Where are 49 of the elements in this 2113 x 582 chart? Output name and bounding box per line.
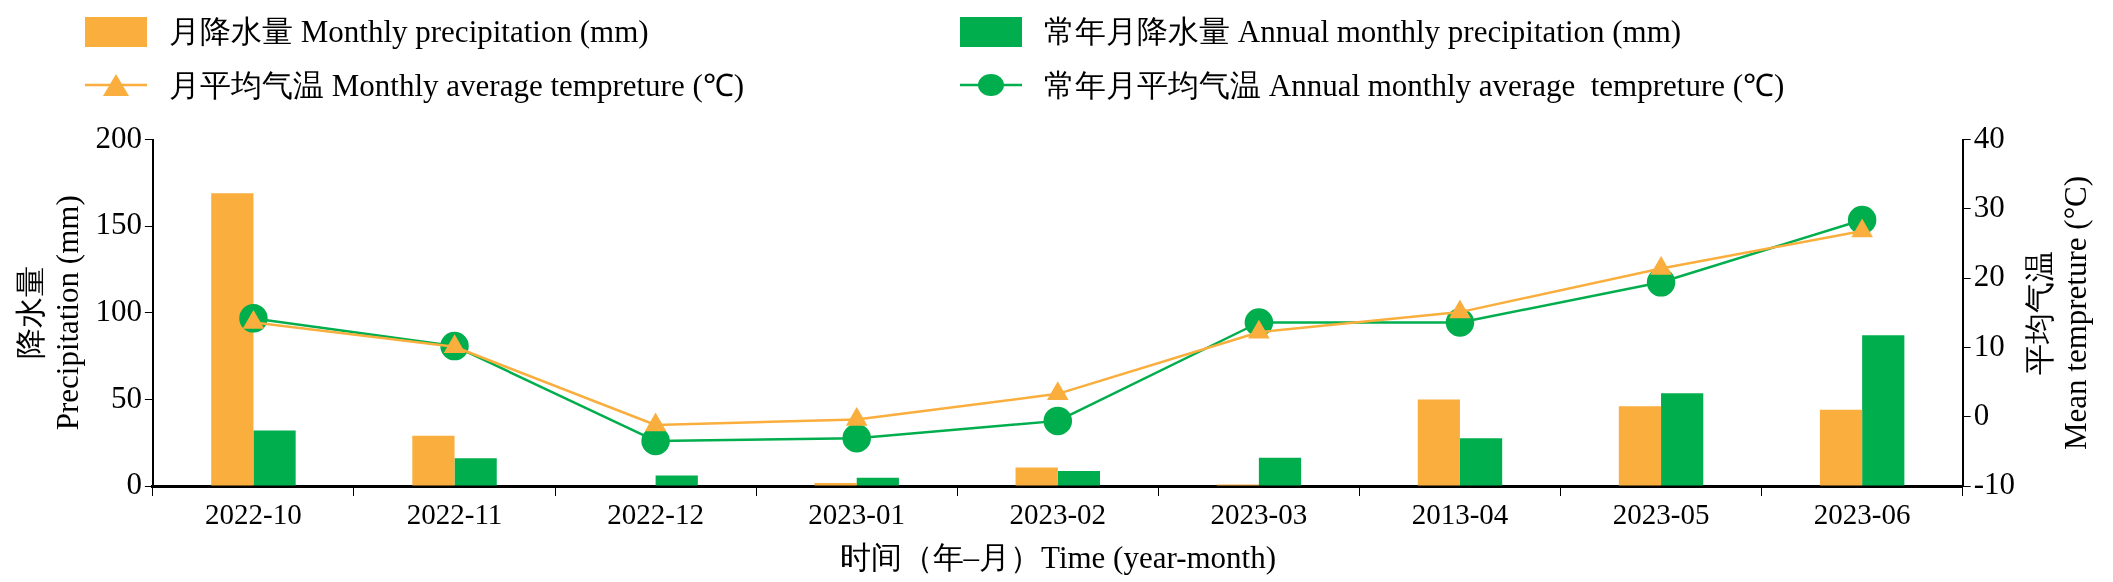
y2-tick-label: 0 [1973, 396, 1990, 432]
x-tick-label: 2023-05 [1612, 498, 1710, 531]
point [1047, 382, 1068, 401]
bar [1417, 399, 1460, 486]
x-tick-label: 2022-10 [205, 498, 302, 531]
point [842, 423, 871, 453]
bar [655, 475, 698, 486]
bar [1819, 409, 1863, 486]
y2-tick-label: 40 [1973, 119, 2005, 155]
y-tick-label: 200 [95, 119, 142, 155]
x-tick-label: 2023-03 [1210, 498, 1308, 531]
x-tick-label: 2022-12 [607, 498, 704, 531]
bar [1618, 406, 1662, 486]
y-axis-title: 降水量 Precipitation (mm) [12, 195, 85, 431]
bar [1661, 393, 1704, 486]
x-tick-label: 2023-02 [1009, 498, 1107, 531]
point [1651, 257, 1671, 275]
y2-tick-label: 10 [1973, 327, 2005, 363]
bar [1057, 470, 1101, 486]
legend-label: 月降水量 Monthly precipitation (mm) [169, 13, 649, 51]
x-tick-label: 2022-11 [406, 498, 503, 531]
y-tick-label: 0 [126, 466, 142, 502]
bar [454, 458, 497, 486]
bar [1015, 467, 1058, 486]
y-tick-label: 100 [95, 292, 142, 328]
y-tick-label: 50 [110, 379, 142, 415]
y2-tick-label: 30 [1973, 189, 2005, 225]
point [1450, 300, 1470, 319]
point [846, 408, 867, 426]
x-axis-title: 时间（年–月）Time (year-month) [839, 539, 1277, 575]
point [1043, 406, 1073, 436]
bar [1862, 335, 1905, 486]
bar [1258, 457, 1302, 486]
x-tick-label: 2023-01 [808, 498, 906, 531]
y2-tick-label: 20 [1973, 258, 2005, 294]
x-tick-label: 2013-04 [1411, 498, 1509, 531]
bar [1459, 438, 1503, 486]
bar [856, 477, 899, 486]
y2-axis-title: 平均气温 Mean tempreture (°C) [2022, 175, 2094, 450]
point [645, 413, 666, 432]
bar [253, 430, 296, 486]
bar [814, 483, 857, 486]
bar [412, 435, 455, 486]
legend-label: 月平均气温 Monthly average tempreture (℃) [169, 67, 745, 105]
legend-label: 常年月降水量 Annual monthly precipitation (mm) [1044, 13, 1682, 51]
y-tick-label: 150 [95, 206, 142, 242]
x-tick-label: 2023-06 [1813, 498, 1911, 531]
y2-tick-label: -10 [1973, 466, 2015, 502]
legend-label: 常年月平均气温 Annual monthly average tempreture (℃) [1044, 67, 1785, 105]
